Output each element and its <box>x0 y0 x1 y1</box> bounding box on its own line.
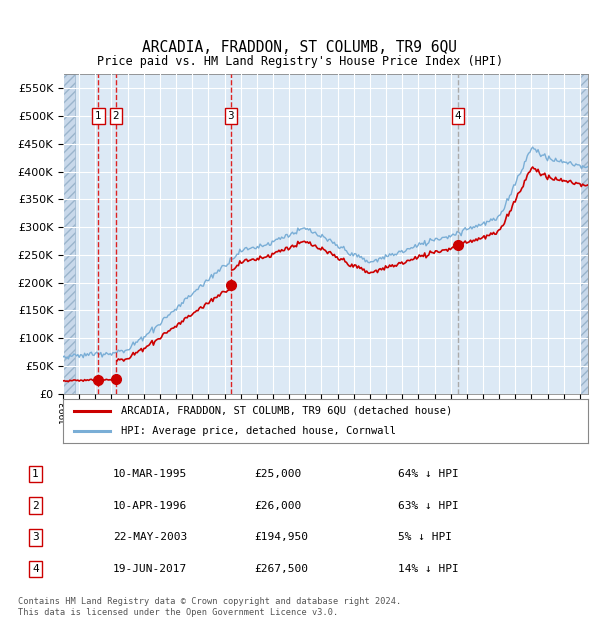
Text: 19-JUN-2017: 19-JUN-2017 <box>113 564 187 574</box>
Text: £25,000: £25,000 <box>254 469 301 479</box>
Text: 3: 3 <box>32 533 39 542</box>
Text: 14% ↓ HPI: 14% ↓ HPI <box>398 564 458 574</box>
Text: 1: 1 <box>95 111 101 121</box>
Text: 2: 2 <box>32 501 39 511</box>
Text: HPI: Average price, detached house, Cornwall: HPI: Average price, detached house, Corn… <box>121 426 396 436</box>
Text: 3: 3 <box>227 111 234 121</box>
Text: £267,500: £267,500 <box>254 564 308 574</box>
Text: ARCADIA, FRADDON, ST COLUMB, TR9 6QU: ARCADIA, FRADDON, ST COLUMB, TR9 6QU <box>143 40 458 55</box>
Text: ARCADIA, FRADDON, ST COLUMB, TR9 6QU (detached house): ARCADIA, FRADDON, ST COLUMB, TR9 6QU (de… <box>121 405 452 416</box>
Text: 2: 2 <box>113 111 119 121</box>
Text: £26,000: £26,000 <box>254 501 301 511</box>
Text: 10-APR-1996: 10-APR-1996 <box>113 501 187 511</box>
Text: 63% ↓ HPI: 63% ↓ HPI <box>398 501 458 511</box>
Bar <box>63 74 75 394</box>
Text: £194,950: £194,950 <box>254 533 308 542</box>
Text: Price paid vs. HM Land Registry's House Price Index (HPI): Price paid vs. HM Land Registry's House … <box>97 56 503 68</box>
Text: 64% ↓ HPI: 64% ↓ HPI <box>398 469 458 479</box>
Text: 10-MAR-1995: 10-MAR-1995 <box>113 469 187 479</box>
Text: 22-MAY-2003: 22-MAY-2003 <box>113 533 187 542</box>
Text: Contains HM Land Registry data © Crown copyright and database right 2024.
This d: Contains HM Land Registry data © Crown c… <box>18 598 401 617</box>
Text: 5% ↓ HPI: 5% ↓ HPI <box>398 533 452 542</box>
Text: 4: 4 <box>32 564 39 574</box>
Bar <box>580 74 588 394</box>
Text: 1: 1 <box>32 469 39 479</box>
Text: 4: 4 <box>455 111 461 121</box>
